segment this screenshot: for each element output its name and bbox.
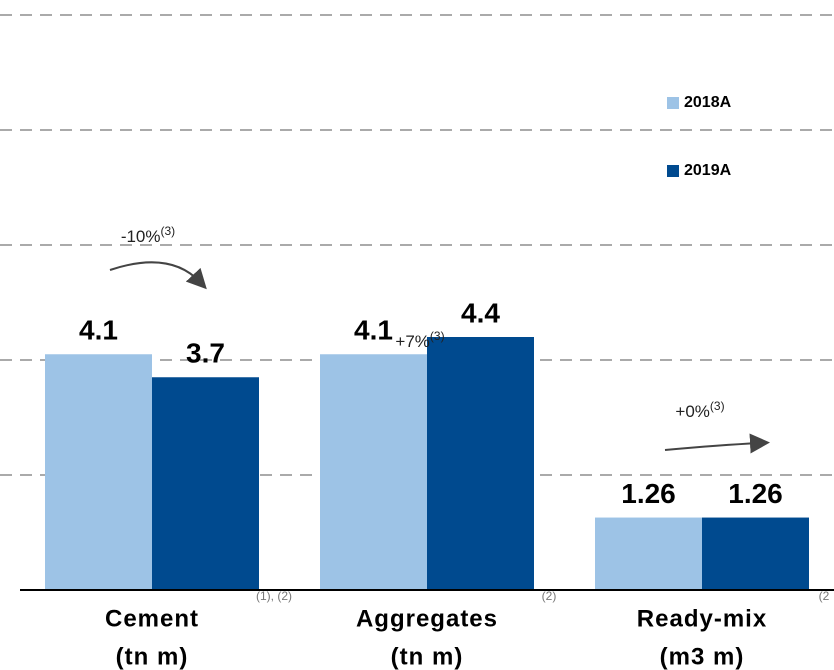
- annotation: -10%(3): [121, 224, 175, 246]
- legend-swatch: [667, 97, 679, 109]
- annotation-text: +7%: [395, 332, 430, 351]
- annotation-sup: (3): [161, 224, 176, 238]
- footnote: (2): [542, 589, 557, 603]
- bar: [45, 354, 152, 590]
- x-tick-label: Ready-mix: [637, 605, 767, 632]
- annotation-text: +0%: [675, 402, 710, 421]
- x-tick-label: Cement: [105, 605, 199, 632]
- bar: [595, 517, 702, 590]
- legend-label: 2018A: [684, 94, 732, 111]
- x-tick-label: (tn m): [391, 643, 464, 670]
- annotation-text: -10%: [121, 227, 161, 246]
- x-tick-label: (tn m): [116, 643, 189, 670]
- bar: [320, 354, 427, 590]
- annotation-sup: (3): [430, 329, 445, 343]
- value-label: 1.26: [621, 478, 676, 509]
- value-label: 3.7: [186, 338, 225, 369]
- annotation: +0%(3): [675, 399, 724, 421]
- bar: [427, 337, 534, 590]
- value-label: 4.1: [354, 315, 393, 346]
- value-label: 4.1: [79, 315, 118, 346]
- bar: [702, 517, 809, 590]
- value-label: 1.26: [728, 478, 783, 509]
- x-tick-label: Aggregates: [356, 605, 498, 632]
- value-label: 4.4: [461, 297, 500, 328]
- annotation: +7%(3): [395, 329, 444, 351]
- legend-swatch: [667, 165, 679, 177]
- footnote: (2: [819, 589, 830, 603]
- x-tick-label: (m3 m): [660, 643, 745, 670]
- annotation-sup: (3): [710, 399, 725, 413]
- footnote: (1), (2): [256, 589, 292, 603]
- legend-label: 2019A: [684, 162, 732, 179]
- bar: [152, 377, 259, 590]
